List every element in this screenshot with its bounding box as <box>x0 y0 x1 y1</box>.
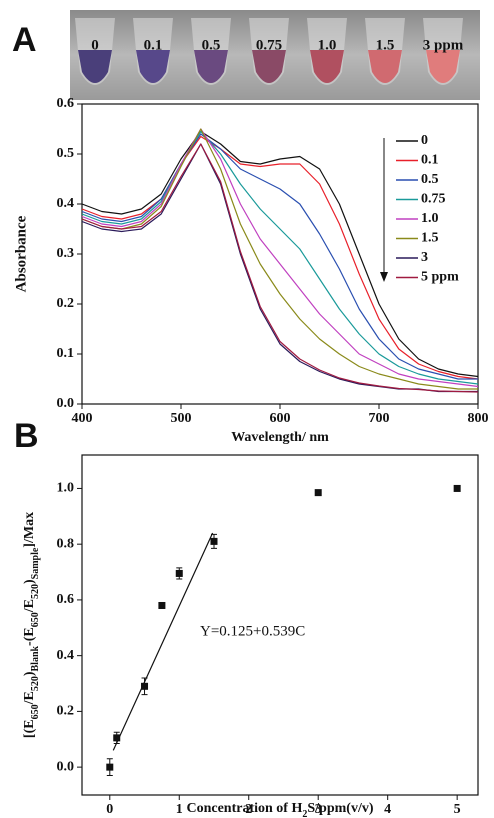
label-part: 650 <box>30 704 41 719</box>
tube-liquid <box>368 50 402 83</box>
data-point <box>113 734 121 742</box>
label-part: Sample <box>30 547 41 579</box>
label-part: /E <box>22 599 37 613</box>
legend-label: 0.75 <box>421 192 446 207</box>
panel-label: B <box>14 417 39 455</box>
x-tick-label: 0 <box>106 802 113 817</box>
legend-label: 5 ppm <box>421 270 459 285</box>
label-part: 650 <box>30 612 41 627</box>
data-point <box>453 484 461 492</box>
legend-label: 0 <box>421 133 428 148</box>
y-tick-label: 0.2 <box>57 704 75 719</box>
label-part: 2 <box>302 809 307 818</box>
x-tick-label: 3 <box>315 802 322 817</box>
y-tick-label: 0.0 <box>57 396 75 411</box>
tube-label: 0.75 <box>256 37 282 53</box>
data-point <box>106 763 114 771</box>
y-tick-label: 0.8 <box>57 536 75 551</box>
legend-arrowhead <box>380 272 388 282</box>
x-tick-label: 1 <box>176 802 183 817</box>
spectrum-line <box>81 135 479 380</box>
legend-label: 3 <box>421 250 428 265</box>
legend-label: 0.1 <box>421 153 439 168</box>
tube-liquid <box>310 50 344 83</box>
x-tick-label: 400 <box>72 411 93 426</box>
label-part: ) <box>22 579 37 584</box>
label-part: Concentration of H <box>186 801 302 816</box>
label-part: Blank <box>30 645 41 671</box>
y-tick-label: 1.0 <box>57 481 75 496</box>
tube-label: 1.0 <box>318 37 337 53</box>
legend-label: 1.0 <box>421 211 439 226</box>
tube-liquid <box>136 50 170 83</box>
x-tick-label: 4 <box>384 802 391 817</box>
data-point <box>158 601 166 609</box>
axis-label: Concentration of H2S/ppm(v/v) <box>186 801 373 818</box>
y-tick-label: 0.4 <box>57 648 75 663</box>
tube-label: 3 ppm <box>423 37 464 53</box>
legend-label: 0.5 <box>421 172 439 187</box>
label-part: 520 <box>30 584 41 599</box>
tube-liquid <box>426 50 460 83</box>
data-point <box>175 569 183 577</box>
tube-label: 0.1 <box>144 37 163 53</box>
panel-label: A <box>12 21 37 59</box>
x-tick-label: 800 <box>468 411 489 426</box>
fit-equation: Y=0.125+0.539C <box>200 623 305 639</box>
y-tick-label: 0.1 <box>57 346 75 361</box>
label-part: -(E <box>22 627 37 646</box>
label-part: /E <box>22 691 37 705</box>
data-point <box>141 682 149 690</box>
tube-liquid <box>252 50 286 83</box>
legend-label: 1.5 <box>421 231 439 246</box>
fit-line <box>112 532 214 751</box>
tube-label: 0.5 <box>202 37 221 53</box>
tube-liquid <box>194 50 228 83</box>
spectrum-line <box>81 128 479 388</box>
y-tick-label: 0.5 <box>57 146 75 161</box>
x-tick-label: 2 <box>245 802 252 817</box>
tube-liquid <box>78 50 112 83</box>
spectrum-line <box>81 133 478 380</box>
x-tick-label: 5 <box>454 802 461 817</box>
x-tick-label: 700 <box>369 411 390 426</box>
spectrum-line <box>81 143 478 393</box>
x-tick-label: 500 <box>171 411 192 426</box>
tube-label: 0 <box>91 37 99 53</box>
spectrum-line <box>81 130 479 378</box>
spectrum-line <box>81 143 479 393</box>
data-point <box>314 489 322 497</box>
y-tick-label: 0.6 <box>57 96 75 111</box>
axis-label: [(E650/E520)Blank-(E650/E520)Sample]/Max <box>22 512 41 738</box>
y-tick-label: 0.0 <box>57 759 75 774</box>
label-part: 520 <box>30 676 41 691</box>
data-point <box>210 537 218 545</box>
y-tick-label: 0.6 <box>57 592 75 607</box>
label-part: [(E <box>22 719 37 738</box>
x-axis-label: Wavelength/ nm <box>231 430 329 445</box>
y-axis-label: Absorbance <box>13 215 29 292</box>
x-tick-label: 600 <box>270 411 291 426</box>
label-part: ) <box>22 671 37 676</box>
label-part: ]/Max <box>22 512 37 548</box>
tube-label: 1.5 <box>376 37 395 53</box>
y-tick-label: 0.2 <box>57 296 75 311</box>
spectrum-line <box>81 128 478 390</box>
plot-frame <box>81 454 479 796</box>
spectrum-line <box>81 130 479 385</box>
tubes: 0 0.1 0.5 0.75 1.0 1.5 3 ppm <box>75 18 464 85</box>
y-tick-label: 0.4 <box>57 196 75 211</box>
label-part: S/ppm(v/v) <box>307 801 373 816</box>
y-tick-label: 0.3 <box>57 246 75 261</box>
